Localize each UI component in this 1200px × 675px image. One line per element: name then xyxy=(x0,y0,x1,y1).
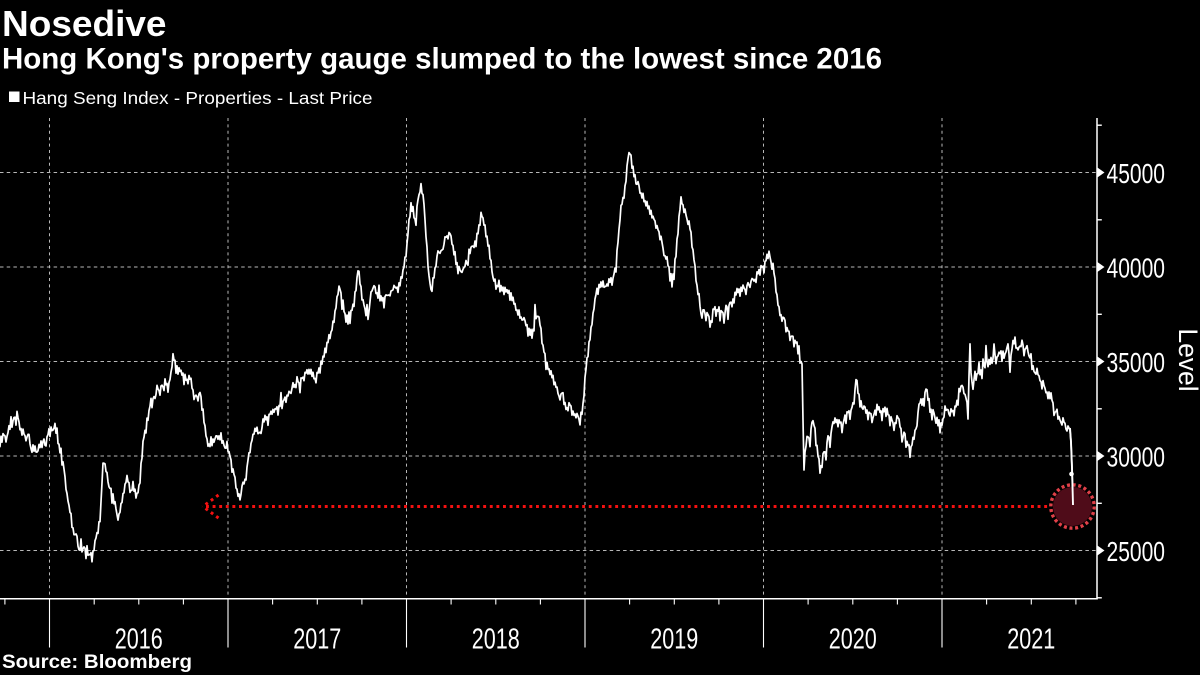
svg-text:2019: 2019 xyxy=(650,624,698,656)
svg-text:2018: 2018 xyxy=(472,624,520,656)
svg-text:Level: Level xyxy=(1173,328,1200,391)
svg-text:Hang Seng Index - Properties -: Hang Seng Index - Properties - Last Pric… xyxy=(23,88,373,108)
svg-text:2020: 2020 xyxy=(829,624,877,656)
svg-text:Hong Kong's property gauge slu: Hong Kong's property gauge slumped to th… xyxy=(2,43,882,76)
svg-text:2017: 2017 xyxy=(293,624,341,656)
svg-text:2016: 2016 xyxy=(115,624,163,656)
svg-text:2021: 2021 xyxy=(1007,624,1055,656)
svg-text:45000: 45000 xyxy=(1107,158,1166,189)
svg-text:Nosedive: Nosedive xyxy=(2,3,167,44)
svg-text:25000: 25000 xyxy=(1107,536,1166,567)
svg-text:35000: 35000 xyxy=(1107,347,1166,378)
svg-text:40000: 40000 xyxy=(1107,253,1166,284)
svg-text:30000: 30000 xyxy=(1107,442,1166,473)
svg-text:Source: Bloomberg: Source: Bloomberg xyxy=(2,651,192,673)
